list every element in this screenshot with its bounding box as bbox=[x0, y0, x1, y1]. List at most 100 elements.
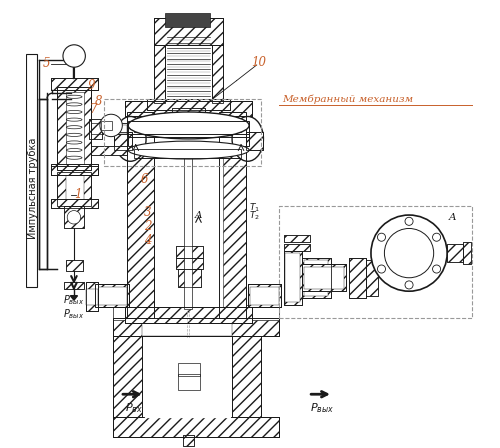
Bar bbox=[96, 284, 129, 307]
Bar bbox=[66, 260, 83, 271]
Bar bbox=[50, 166, 98, 175]
Text: $T_2$: $T_2$ bbox=[248, 210, 260, 222]
Bar bbox=[68, 54, 80, 63]
Bar bbox=[114, 417, 279, 437]
Bar bbox=[142, 318, 232, 336]
Bar bbox=[348, 258, 366, 298]
Text: 6: 6 bbox=[141, 172, 148, 186]
Bar bbox=[134, 149, 241, 158]
Bar bbox=[284, 251, 302, 305]
Bar bbox=[124, 101, 252, 116]
Bar bbox=[50, 166, 98, 175]
Bar bbox=[134, 136, 244, 146]
Polygon shape bbox=[144, 338, 230, 417]
Circle shape bbox=[405, 217, 413, 225]
Bar bbox=[114, 318, 279, 336]
Text: 2: 2 bbox=[144, 220, 152, 233]
Bar bbox=[134, 123, 244, 137]
Bar bbox=[124, 307, 252, 323]
Bar bbox=[284, 244, 310, 251]
Bar bbox=[86, 289, 98, 305]
Bar bbox=[154, 116, 223, 307]
Text: Импульсная трубка: Импульсная трубка bbox=[28, 138, 38, 239]
Bar bbox=[165, 13, 210, 27]
Circle shape bbox=[378, 233, 386, 241]
Bar bbox=[98, 287, 127, 305]
Ellipse shape bbox=[66, 156, 82, 159]
Bar bbox=[178, 374, 200, 390]
Bar bbox=[39, 99, 47, 269]
Text: A: A bbox=[194, 211, 202, 220]
Text: $P_{вых}$: $P_{вых}$ bbox=[64, 307, 84, 321]
Bar bbox=[463, 242, 471, 264]
Bar bbox=[279, 206, 472, 318]
Bar bbox=[218, 112, 246, 318]
Bar bbox=[302, 258, 330, 298]
Bar bbox=[50, 164, 98, 175]
Bar bbox=[147, 99, 230, 110]
Bar bbox=[128, 134, 249, 146]
Bar bbox=[447, 244, 463, 262]
Circle shape bbox=[100, 114, 122, 137]
Bar bbox=[96, 125, 127, 134]
Bar bbox=[128, 121, 249, 137]
Text: $T_1$: $T_1$ bbox=[248, 202, 260, 214]
Bar bbox=[50, 78, 98, 90]
Bar bbox=[64, 282, 84, 289]
Bar bbox=[128, 134, 249, 146]
Bar bbox=[102, 121, 112, 130]
Bar bbox=[88, 119, 102, 139]
Bar bbox=[447, 244, 463, 262]
Bar bbox=[114, 336, 142, 417]
Ellipse shape bbox=[232, 116, 264, 161]
Bar bbox=[64, 282, 84, 289]
Text: 7: 7 bbox=[90, 103, 97, 116]
Text: A: A bbox=[448, 213, 456, 222]
Ellipse shape bbox=[66, 126, 82, 129]
Bar bbox=[128, 121, 249, 137]
Text: Мембранный механизм: Мембранный механизм bbox=[282, 95, 413, 104]
Bar bbox=[176, 258, 203, 269]
Ellipse shape bbox=[66, 134, 82, 136]
Bar bbox=[58, 87, 91, 170]
Bar bbox=[348, 258, 366, 298]
Text: 9: 9 bbox=[88, 78, 96, 92]
Ellipse shape bbox=[66, 141, 82, 144]
Bar bbox=[154, 45, 165, 103]
Bar bbox=[184, 130, 192, 309]
Bar bbox=[232, 336, 261, 417]
Bar bbox=[127, 112, 154, 318]
Circle shape bbox=[378, 265, 386, 273]
Bar bbox=[248, 284, 282, 307]
Bar bbox=[66, 92, 84, 164]
Bar bbox=[50, 164, 98, 175]
Bar bbox=[114, 132, 132, 150]
Bar bbox=[183, 435, 194, 446]
Bar bbox=[284, 235, 310, 242]
Bar bbox=[86, 282, 98, 311]
Bar bbox=[178, 374, 200, 390]
Bar bbox=[91, 146, 127, 155]
Bar bbox=[286, 253, 300, 302]
Bar bbox=[124, 101, 252, 116]
Text: $P_{вх}$: $P_{вх}$ bbox=[124, 401, 142, 415]
Bar bbox=[250, 287, 279, 305]
Bar bbox=[154, 18, 223, 45]
Bar bbox=[154, 18, 223, 45]
Bar bbox=[172, 108, 205, 116]
Circle shape bbox=[432, 233, 440, 241]
Bar bbox=[66, 260, 83, 271]
Bar bbox=[463, 242, 471, 264]
Polygon shape bbox=[70, 296, 78, 300]
Bar bbox=[178, 269, 201, 287]
Bar bbox=[183, 435, 194, 446]
Bar bbox=[246, 132, 264, 150]
Bar bbox=[104, 99, 261, 166]
Bar bbox=[50, 199, 98, 208]
Bar bbox=[178, 363, 200, 376]
Ellipse shape bbox=[128, 141, 249, 159]
Bar bbox=[114, 132, 132, 150]
Bar bbox=[91, 123, 127, 134]
Bar bbox=[134, 149, 241, 158]
Bar bbox=[91, 123, 127, 134]
